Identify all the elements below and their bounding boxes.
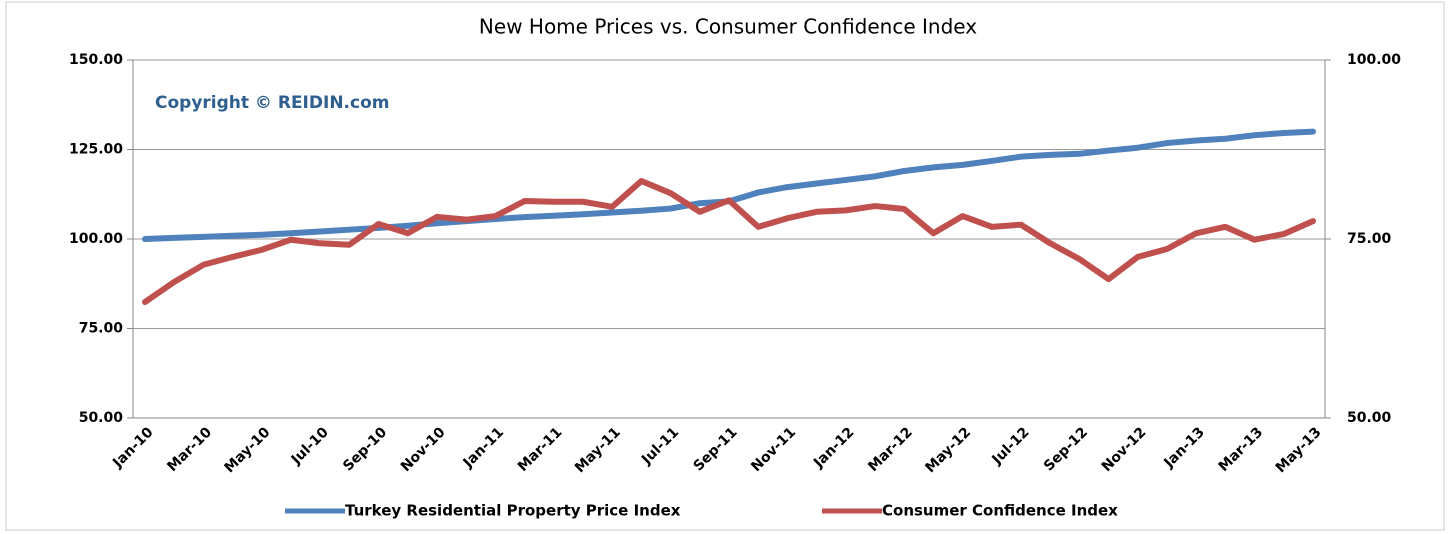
legend-label: Consumer Confidence Index	[882, 502, 1118, 520]
y-tick-label: 125.00	[69, 142, 123, 158]
y2-tick-label: 75.00	[1347, 231, 1392, 247]
annotation: Copyright © REIDIN.com	[155, 93, 389, 113]
line-series	[142, 178, 1316, 306]
chart-frame	[5, 1, 1445, 531]
y-tick-label: 100.00	[69, 231, 123, 247]
legend-label: Turkey Residential Property Price Index	[345, 502, 681, 520]
y2-tick-label: 50.00	[1347, 410, 1392, 426]
chart-title: New Home Prices vs. Consumer Confidence …	[479, 15, 977, 39]
y-tick-label: 150.00	[69, 52, 123, 68]
y2-tick-label: 100.00	[1347, 52, 1401, 68]
y-tick-label: 50.00	[79, 410, 124, 426]
y-tick-label: 75.00	[79, 321, 124, 337]
